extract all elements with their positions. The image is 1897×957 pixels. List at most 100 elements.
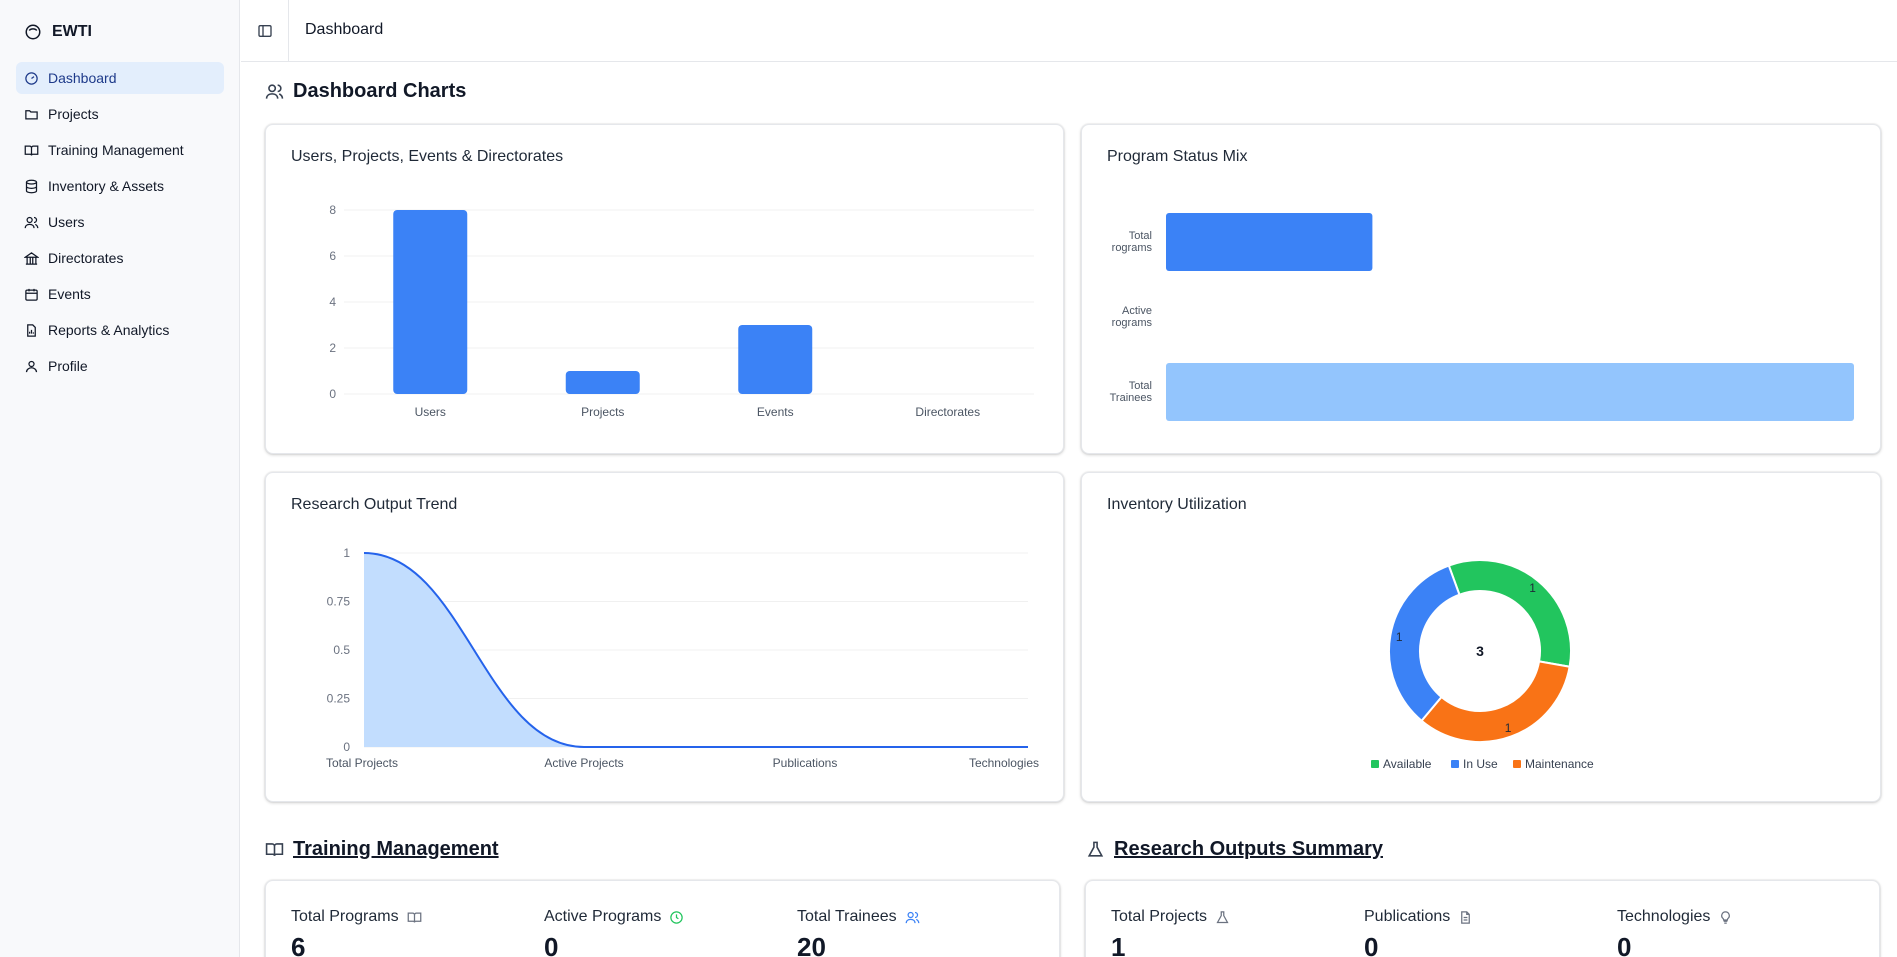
chart-title: Research Output Trend xyxy=(291,496,458,513)
sidebar-item-events[interactable]: Events xyxy=(16,278,224,310)
y-tick-label: 0.25 xyxy=(327,692,351,706)
stat-label: Active Programs xyxy=(544,908,662,925)
legend-label: Available xyxy=(1383,757,1432,771)
training-management-link[interactable]: Training Management xyxy=(293,838,499,860)
file-text-icon xyxy=(1461,910,1471,924)
area-fill xyxy=(364,553,1028,747)
sidebar-toggle-button[interactable] xyxy=(241,0,289,62)
stat-label: Technologies xyxy=(1617,908,1711,925)
y-tick-label: Total xyxy=(1129,380,1152,392)
x-tick-label: Users xyxy=(415,405,446,419)
legend-label: Maintenance xyxy=(1525,757,1594,771)
y-tick-label: Active xyxy=(1122,305,1152,317)
sidebar-item-dashboard[interactable]: Dashboard xyxy=(16,62,224,94)
stat-value: 6 xyxy=(291,932,306,957)
stat-value: 0 xyxy=(544,932,559,957)
sidebar-nav: Dashboard Projects Training Management I… xyxy=(16,62,224,386)
center-label: 3 xyxy=(1476,643,1484,659)
y-tick-label: 4 xyxy=(329,295,336,309)
top-bar: Dashboard xyxy=(241,0,1897,62)
stat-value: 20 xyxy=(797,932,826,957)
sidebar-item-directorates[interactable]: Directorates xyxy=(16,242,224,274)
slice-value-label: 1 xyxy=(1529,581,1536,595)
y-tick-label: 2 xyxy=(329,341,336,355)
bar xyxy=(1166,363,1854,421)
user-icon xyxy=(25,360,38,372)
sidebar-item-profile[interactable]: Profile xyxy=(16,350,224,382)
clock-icon xyxy=(670,910,684,924)
x-tick-label: Total Projects xyxy=(326,756,398,770)
donut-slice xyxy=(1447,559,1572,668)
y-tick-label: 1 xyxy=(343,546,350,560)
stat-total-projects: Total Projects 1 xyxy=(1111,908,1230,957)
sidebar-item-label: Directorates xyxy=(48,250,124,266)
x-tick-label: Publications xyxy=(773,756,838,770)
training-stats-card: Total Programs 6 Active Programs 0 Total… xyxy=(265,880,1060,957)
chart-card-program-status: Program Status Mix Total rograms Active rog… xyxy=(1081,124,1881,454)
y-tick-label: rograms xyxy=(1112,242,1153,254)
research-outputs-link[interactable]: Research Outputs Summary xyxy=(1114,838,1383,860)
legend-swatch xyxy=(1451,760,1459,768)
bar xyxy=(393,210,468,394)
stat-publications: Publications 0 xyxy=(1364,908,1473,957)
stat-total-trainees: Total Trainees 20 xyxy=(797,908,920,957)
series-line xyxy=(363,552,1028,749)
chart-title: Users, Projects, Events & Directorates xyxy=(291,148,564,165)
panel-left-icon xyxy=(257,25,272,37)
sidebar-item-label: Events xyxy=(48,286,91,302)
section-title-training-management: Training Management xyxy=(265,838,499,861)
stat-value: 1 xyxy=(1111,932,1126,957)
sidebar-item-inventory-assets[interactable]: Inventory & Assets xyxy=(16,170,224,202)
sidebar-item-label: Users xyxy=(48,214,85,230)
research-stats-card: Total Projects 1 Publications 0 Technolo… xyxy=(1085,880,1880,957)
y-tick-label: 0.5 xyxy=(333,643,350,657)
book-open-icon xyxy=(407,912,421,923)
stat-label: Publications xyxy=(1364,908,1451,925)
stat-label: Total Projects xyxy=(1111,908,1208,925)
y-tick-label: 8 xyxy=(329,203,336,217)
stat-value: 0 xyxy=(1617,932,1632,957)
y-tick-label: Trainees xyxy=(1110,392,1153,404)
chart-card-research-trend: Research Output Trend 0 0.25 0.5 0.75 1 Total… xyxy=(265,472,1064,802)
donut-chart: 1 1 1 3 Available In Use Maintenance xyxy=(1371,559,1594,771)
stat-label: Total Programs xyxy=(291,908,399,925)
book-open-icon xyxy=(24,145,39,156)
app-name: EWTI xyxy=(52,23,92,40)
stat-active-programs: Active Programs 0 xyxy=(544,908,684,957)
chart-title: Program Status Mix xyxy=(1107,148,1248,165)
y-tick-label: 0.75 xyxy=(327,595,351,609)
y-tick-label: rograms xyxy=(1112,317,1153,329)
calendar-icon xyxy=(25,288,38,301)
bar-chart: 0 2 4 6 8 Users Projects Events Directorates xyxy=(329,203,1034,419)
x-tick-label: Active Projects xyxy=(544,756,623,770)
legend-swatch xyxy=(1513,760,1521,768)
users-icon xyxy=(905,911,919,923)
section-title-text: Dashboard Charts xyxy=(293,80,467,102)
app-brand[interactable]: EWTI xyxy=(24,20,92,44)
folder-icon xyxy=(25,109,38,119)
y-tick-label: 0 xyxy=(343,740,350,754)
landmark-icon xyxy=(24,251,39,265)
sidebar: EWTI Dashboard Projects Training Managem… xyxy=(0,0,240,957)
sidebar-item-reports-analytics[interactable]: Reports & Analytics xyxy=(16,314,224,346)
x-tick-label: Projects xyxy=(581,405,624,419)
logo-icon xyxy=(25,24,41,40)
stat-label: Total Trainees xyxy=(797,908,897,925)
slice-value-label: 1 xyxy=(1396,630,1403,644)
x-tick-label: Events xyxy=(757,405,794,419)
sidebar-item-training-management[interactable]: Training Management xyxy=(16,134,224,166)
gauge-icon xyxy=(25,71,38,85)
sidebar-item-projects[interactable]: Projects xyxy=(16,98,224,130)
donut-slice xyxy=(1388,564,1461,723)
bar xyxy=(1166,213,1373,271)
stat-technologies: Technologies 0 xyxy=(1617,908,1733,957)
section-title-dashboard-charts: Dashboard Charts xyxy=(265,80,466,103)
sidebar-item-label: Inventory & Assets xyxy=(48,178,164,194)
chart-card-users-projects: Users, Projects, Events & Directorates 0… xyxy=(265,124,1064,454)
sidebar-item-label: Projects xyxy=(48,106,99,122)
users-icon xyxy=(24,216,39,228)
bar xyxy=(738,325,813,394)
sidebar-item-users[interactable]: Users xyxy=(16,206,224,238)
slice-value-label: 1 xyxy=(1505,721,1512,735)
